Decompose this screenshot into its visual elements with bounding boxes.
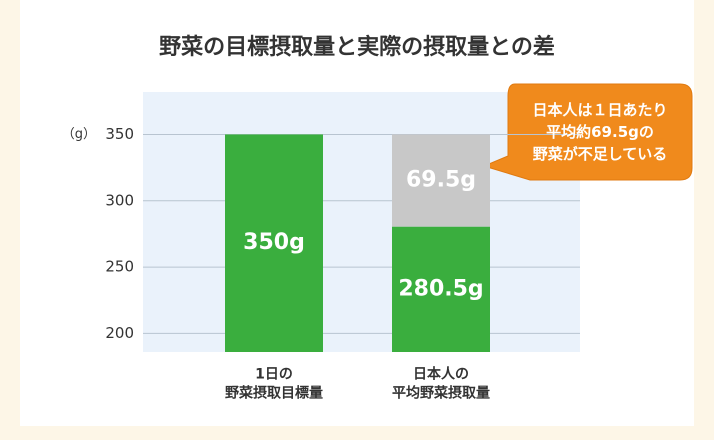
plot-area: [143, 92, 580, 352]
callout-bubble: [482, 83, 693, 181]
callout-text: 日本人は１日あたり平均約69.5gの野菜が不足している: [532, 101, 667, 163]
x-tick-label: 1日の野菜摂取目標量: [225, 367, 323, 402]
y-tick-label: 250: [105, 258, 134, 276]
data-label: 69.5g: [406, 168, 476, 193]
bar-segment: [392, 134, 490, 227]
x-tick-label: 日本人の平均野菜摂取量: [392, 366, 490, 402]
bar-segment: [392, 226, 490, 352]
y-tick-label: 200: [105, 324, 134, 342]
bar-segment: [225, 134, 323, 352]
data-label: 350g: [243, 230, 305, 255]
chart-title: 野菜の目標摂取量と実際の摂取量との差: [159, 34, 555, 60]
data-label: 280.5g: [398, 276, 483, 301]
y-tick-label: 350: [105, 125, 134, 143]
y-tick-label: 300: [105, 191, 134, 209]
y-unit-label: （g）: [62, 127, 96, 142]
